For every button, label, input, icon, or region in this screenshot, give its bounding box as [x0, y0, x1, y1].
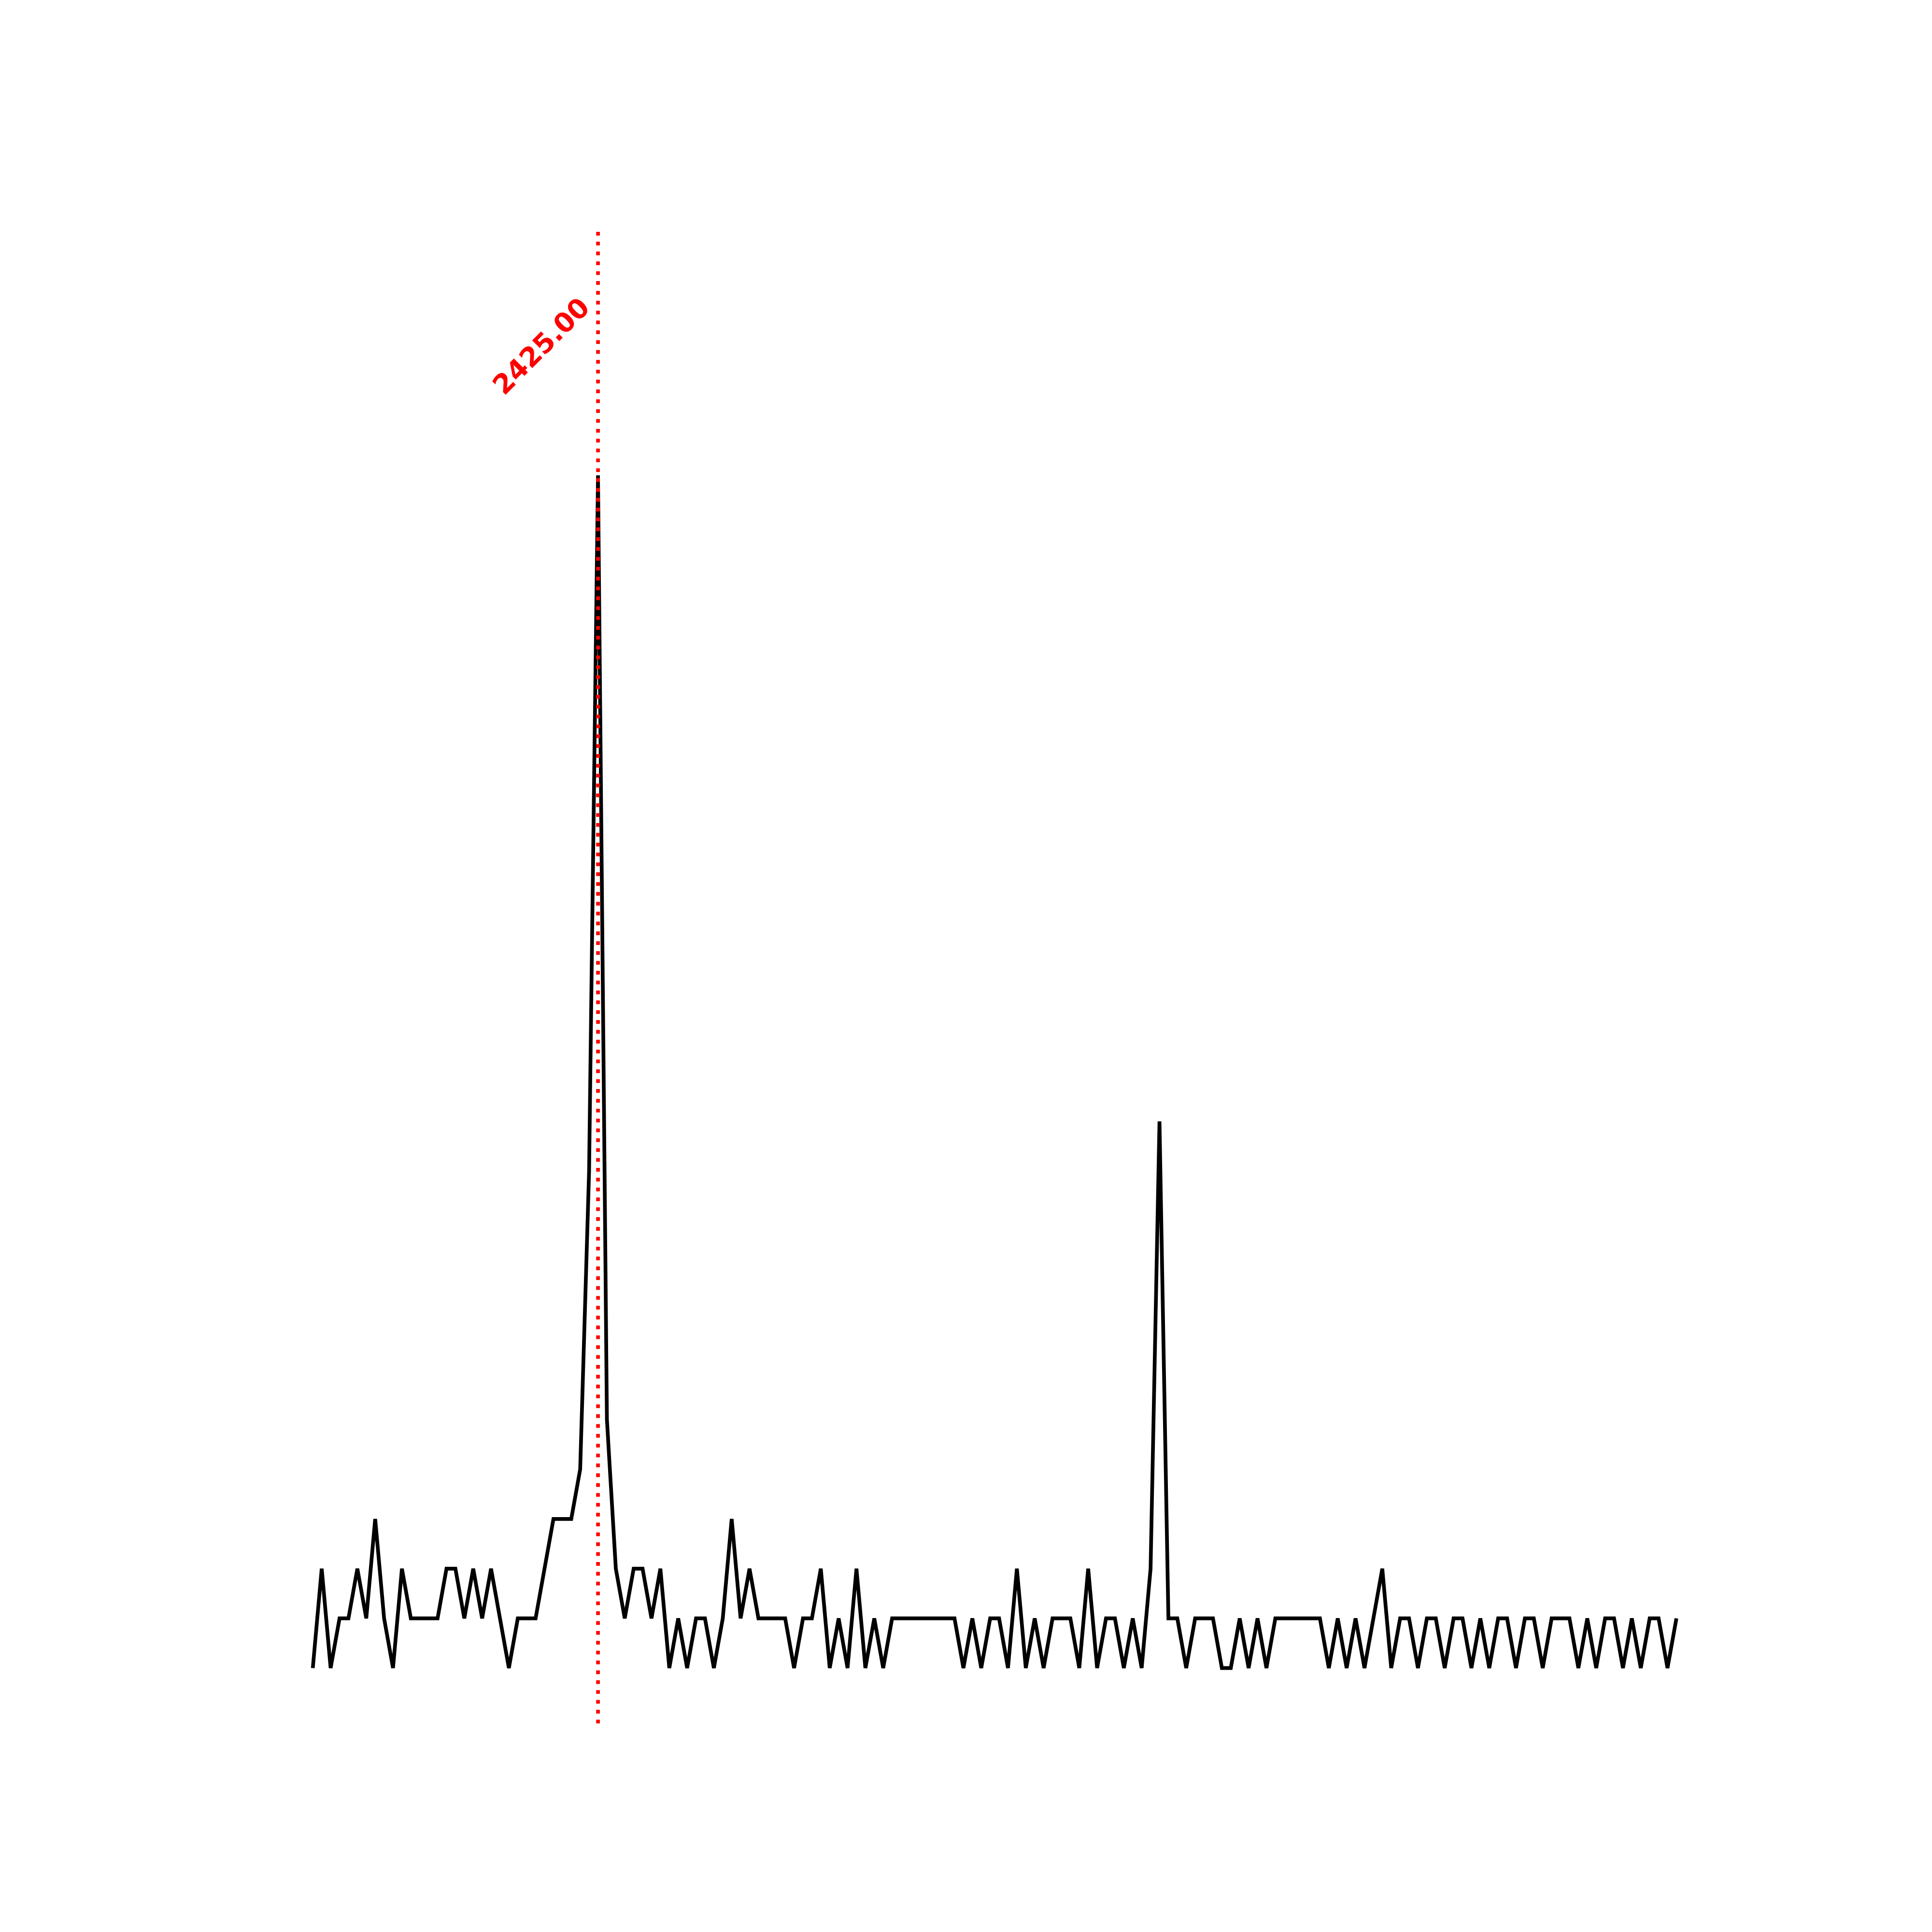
- reference-label: 2425.00: [487, 292, 596, 401]
- data-line: [311, 475, 1678, 1670]
